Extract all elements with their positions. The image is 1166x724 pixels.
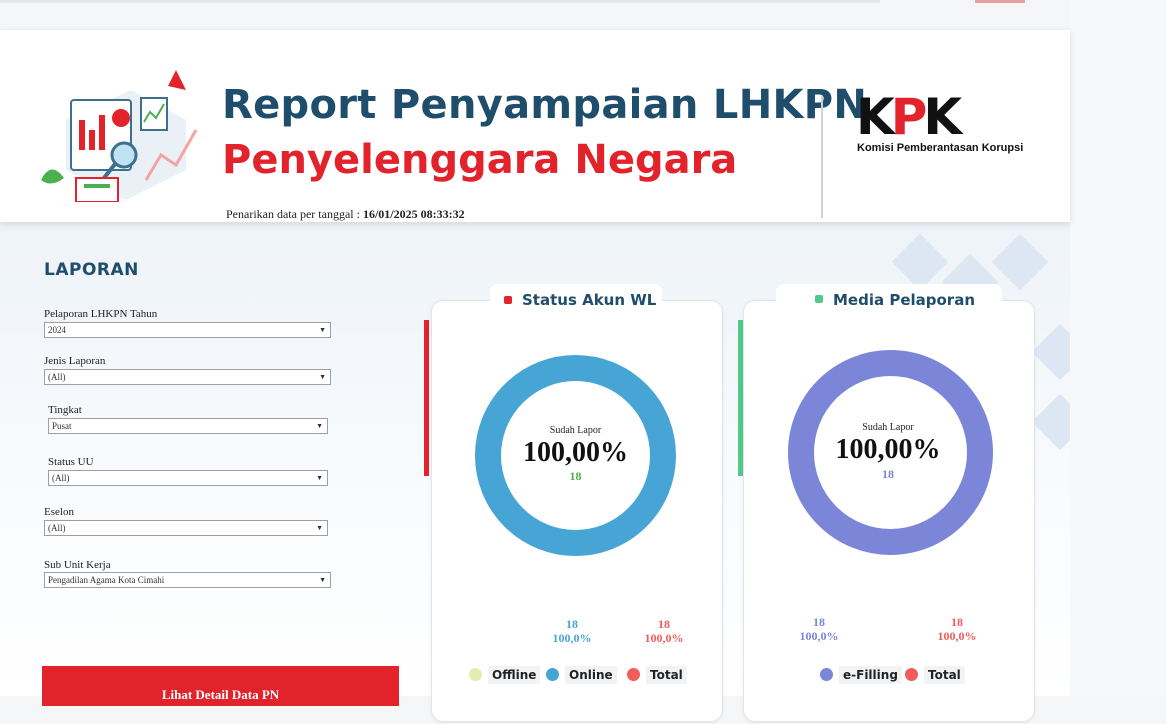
stat-percent: 100,0%: [552, 631, 592, 645]
filter-label-eselon: Eselon: [44, 506, 74, 518]
stat-percent: 100,0%: [644, 631, 684, 645]
detail-data-button[interactable]: Lihat Detail Data PN: [42, 666, 399, 706]
filter-label-tingkat: Tingkat: [48, 404, 82, 416]
legend-total: Total: [924, 666, 965, 684]
stat-count: 18: [658, 617, 670, 631]
chevron-down-icon: ▼: [316, 524, 323, 532]
analytics-illustration: [41, 70, 198, 202]
report-title: Report Penyampaian LHKPN: [222, 82, 868, 128]
filter-value: (All): [48, 523, 66, 533]
card-tab: [490, 284, 662, 318]
card-accent-media: [738, 320, 743, 476]
kpk-logo: KPK: [856, 88, 962, 146]
top-divider: [0, 0, 880, 3]
media-marker-icon: [815, 295, 823, 303]
status-center-count: 18: [569, 469, 582, 483]
status-akun-title: Status Akun WL: [522, 291, 657, 309]
stat-count: 18: [951, 615, 963, 629]
pull-label: Penarikan data per tanggal :: [226, 207, 360, 221]
decor-diamond: [1031, 393, 1070, 451]
card-accent-status: [424, 320, 429, 476]
top-red-mark: [975, 0, 1025, 3]
stat-percent: 100,0%: [937, 629, 977, 643]
decor-diamond: [991, 233, 1049, 291]
report-header: Report Penyampaian LHKPN Penyelenggara N…: [0, 30, 1070, 222]
chevron-down-icon: ▼: [319, 373, 326, 381]
media-center-label: Sudah Lapor: [862, 422, 914, 433]
total-legend-icon: [627, 668, 640, 681]
status-total-stat: 18 100,0%: [636, 617, 692, 645]
media-center-percent: 100,00%: [835, 434, 941, 465]
media-pelaporan-title: Media Pelaporan: [833, 291, 975, 309]
filter-label-status-uu: Status UU: [48, 456, 94, 468]
chevron-down-icon: ▼: [319, 576, 326, 584]
total-legend-icon: [905, 668, 918, 681]
decor-diamond: [891, 233, 949, 291]
legend-total: Total: [646, 666, 687, 684]
card-tab: [776, 284, 1002, 318]
decor-diamond: [1031, 323, 1070, 381]
legend-online: Online: [565, 666, 617, 684]
stat-count: 18: [566, 617, 578, 631]
status-online-stat: 18 100,0%: [544, 617, 600, 645]
filter-value: (All): [52, 473, 70, 483]
status-center-label: Sudah Lapor: [549, 425, 602, 436]
stat-count: 18: [813, 615, 825, 629]
filter-select-tahun[interactable]: 2024 ▼: [44, 322, 331, 338]
report-subtitle: Penyelenggara Negara: [222, 137, 738, 183]
chevron-down-icon: ▼: [316, 422, 323, 430]
stat-percent: 100,0%: [799, 629, 839, 643]
legend-efiling: e-Filling: [839, 666, 902, 684]
kpk-logo-subtitle: Komisi Pemberantasan Korupsi: [857, 142, 1024, 154]
legend-offline: Offline: [488, 666, 541, 684]
filter-value: (All): [48, 372, 66, 382]
filter-value: Pengadilan Agama Kota Cimahi: [48, 575, 165, 585]
filter-value: 2024: [48, 325, 66, 335]
status-center-percent: 100,00%: [523, 437, 628, 468]
filter-select-jenis[interactable]: (All) ▼: [44, 369, 331, 385]
filter-value: Pusat: [52, 421, 72, 431]
filter-select-sub-unit[interactable]: Pengadilan Agama Kota Cimahi ▼: [44, 572, 331, 588]
media-total-stat: 18 100,0%: [929, 615, 985, 643]
media-efiling-stat: 18 100,0%: [791, 615, 847, 643]
efiling-legend-icon: [820, 668, 833, 681]
pull-value: 16/01/2025 08:33:32: [362, 207, 465, 221]
chevron-down-icon: ▼: [319, 326, 326, 334]
filter-select-status-uu[interactable]: (All) ▼: [48, 470, 328, 486]
filter-select-eselon[interactable]: (All) ▼: [44, 520, 328, 536]
status-marker-icon: [504, 296, 512, 304]
online-legend-icon: [546, 668, 559, 681]
header-separator: [821, 96, 823, 218]
sidebar-title: LAPORAN: [44, 260, 139, 280]
filter-label-sub-unit: Sub Unit Kerja: [44, 559, 111, 571]
offline-legend-icon: [469, 668, 482, 681]
right-gutter: [1070, 0, 1166, 696]
filter-label-jenis: Jenis Laporan: [44, 355, 106, 367]
media-center-count: 18: [882, 467, 894, 481]
data-pull-timestamp: Penarikan data per tanggal : 16/01/2025 …: [226, 207, 465, 222]
filter-label-tahun: Pelaporan LHKPN Tahun: [44, 308, 158, 320]
filter-select-tingkat[interactable]: Pusat ▼: [48, 418, 328, 434]
chevron-down-icon: ▼: [316, 474, 323, 482]
